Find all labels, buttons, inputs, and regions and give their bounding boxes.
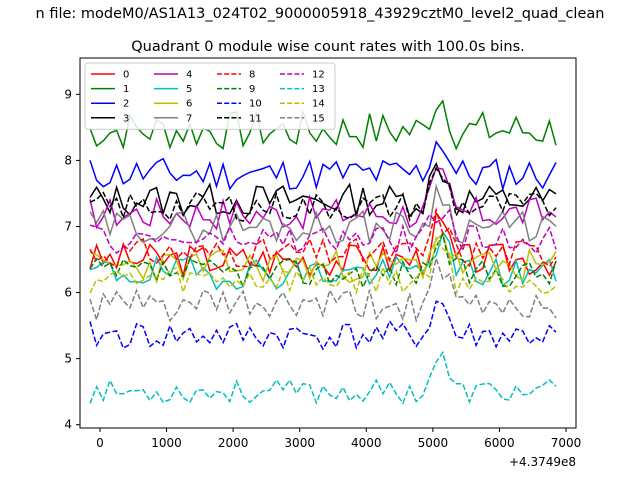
- x-tick-label: 0: [96, 436, 104, 450]
- axes-frame: [79, 57, 577, 429]
- series-line-14: [89, 235, 557, 296]
- legend-label-4: 4: [186, 70, 192, 81]
- legend-label-12: 12: [312, 70, 325, 81]
- series-line-15: [89, 255, 557, 324]
- series-line-9: [89, 232, 557, 290]
- chart-title: Quadrant 0 module wise count rates with …: [131, 39, 525, 55]
- legend-label-1: 1: [123, 84, 129, 95]
- legend-label-11: 11: [249, 113, 262, 124]
- x-offset-label: +4.3749e8: [509, 455, 576, 469]
- legend-label-0: 0: [123, 70, 129, 81]
- legend-label-2: 2: [123, 99, 129, 110]
- series-line-2: [89, 140, 557, 192]
- series-line-12: [89, 208, 557, 256]
- series-line-10: [89, 300, 557, 351]
- series-line-13: [89, 350, 557, 405]
- x-tick-label: 7000: [551, 436, 582, 450]
- series-line-5: [89, 230, 557, 291]
- series-line-7: [89, 183, 557, 245]
- legend-label-9: 9: [249, 84, 255, 95]
- y-tick-label: 9: [64, 87, 72, 101]
- x-tick-label: 2000: [218, 436, 249, 450]
- series-line-4: [89, 166, 557, 231]
- legend-label-3: 3: [123, 113, 129, 124]
- legend-box: [84, 62, 336, 130]
- y-tick-label: 8: [64, 153, 72, 167]
- x-tick-label: 4000: [351, 436, 382, 450]
- legend-label-15: 15: [312, 113, 325, 124]
- y-tick-label: 6: [64, 286, 72, 300]
- series-line-11: [89, 166, 557, 223]
- legend-label-10: 10: [249, 99, 262, 110]
- y-tick-label: 5: [64, 352, 72, 366]
- x-tick-label: 5000: [418, 436, 449, 450]
- y-tick-label: 7: [64, 219, 72, 233]
- legend-label-14: 14: [312, 99, 325, 110]
- suptitle: n file: modeM0/AS1A13_024T02_9000005918_…: [36, 6, 605, 22]
- legend-label-7: 7: [186, 113, 192, 124]
- x-tick-label: 1000: [151, 436, 182, 450]
- legend-label-13: 13: [312, 84, 325, 95]
- legend-label-8: 8: [249, 70, 255, 81]
- series-line-6: [89, 231, 557, 285]
- y-tick-label: 4: [64, 418, 72, 432]
- legend-label-5: 5: [186, 84, 192, 95]
- series-layer: [89, 99, 557, 405]
- series-line-8: [89, 206, 557, 268]
- plot-area: 0 1000 2000 3000 4000 5000 6000 7000 4 5 6 7 8 9 +4.…: [64, 57, 581, 469]
- x-tick-label: 3000: [284, 436, 315, 450]
- legend-label-6: 6: [186, 99, 192, 110]
- x-axis: 0 1000 2000 3000 4000 5000 6000 7000: [96, 428, 581, 450]
- series-line-3: [89, 161, 557, 218]
- y-axis: 4 5 6 7 8 9: [64, 87, 80, 432]
- x-tick-label: 6000: [484, 436, 515, 450]
